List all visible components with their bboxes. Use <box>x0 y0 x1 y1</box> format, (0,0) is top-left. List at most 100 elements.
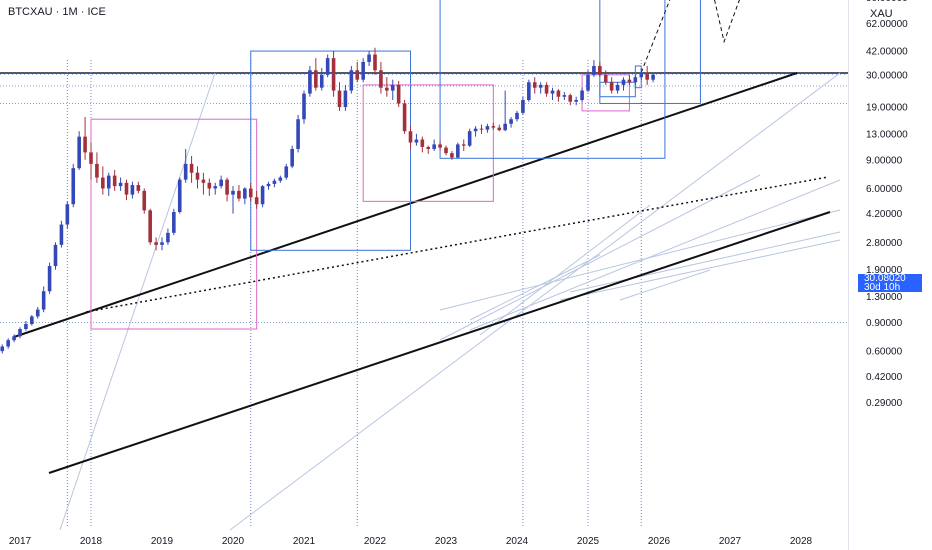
candle-body <box>35 309 40 317</box>
candle-body <box>491 126 496 128</box>
candle-body <box>24 324 28 330</box>
candle-body <box>18 329 22 337</box>
fan-line <box>619 269 711 301</box>
candle-body <box>574 100 578 102</box>
fan-line <box>439 174 761 341</box>
candle-body <box>59 224 64 245</box>
candle-body <box>89 152 93 164</box>
candle-body <box>390 84 395 91</box>
candle-body <box>290 148 294 167</box>
candle-body <box>420 139 425 147</box>
candle-body <box>95 163 99 178</box>
y-tick-label: 42.00000 <box>866 47 908 58</box>
x-tick-label: 2020 <box>222 536 245 547</box>
y-tick-label: 62.00000 <box>866 19 908 30</box>
candle-body <box>343 90 348 108</box>
candle-body <box>172 211 176 233</box>
fan-line <box>569 231 841 293</box>
candle-body <box>0 346 5 352</box>
candle-body <box>314 70 318 88</box>
candle-body <box>337 90 342 108</box>
midline-dotted <box>85 176 829 313</box>
candle-body <box>30 316 34 325</box>
box-blue <box>250 50 411 251</box>
candle-body <box>53 244 58 267</box>
candle-body <box>562 95 567 97</box>
candle-body <box>651 74 655 80</box>
candle-body <box>639 72 644 78</box>
x-tick-label: 2017 <box>9 536 32 547</box>
x-tick-label: 2023 <box>435 536 458 547</box>
candle-body <box>586 74 590 91</box>
candle-body <box>41 291 46 310</box>
candle-body <box>373 54 377 71</box>
chart-title: BTCXAU · 1M · ICE <box>8 6 106 18</box>
y-tick-label: 4.20000 <box>866 209 903 220</box>
candle-body <box>260 186 265 205</box>
candle-body <box>166 232 170 243</box>
candle-body <box>219 179 223 187</box>
fan-line <box>559 239 841 301</box>
bar-countdown: 30d 10h <box>864 282 901 293</box>
x-tick-label: 2028 <box>790 536 813 547</box>
candle-body <box>627 79 632 83</box>
candle-body <box>308 70 312 94</box>
candle-body <box>248 188 253 198</box>
y-tick-label: 30.00000 <box>866 70 908 81</box>
x-tick-label: 2022 <box>364 536 387 547</box>
candle-body <box>645 72 649 80</box>
candle-body <box>538 84 543 88</box>
x-tick-label: 2024 <box>506 536 529 547</box>
candle-body <box>284 166 289 178</box>
candle-body <box>207 182 212 189</box>
candle-body <box>444 147 448 154</box>
box-pink <box>90 118 258 330</box>
candle-body <box>580 90 584 101</box>
candle-body <box>77 136 81 169</box>
y-tick-label: 0.29000 <box>866 398 903 409</box>
candle-body <box>124 182 129 195</box>
candle-body <box>302 93 306 120</box>
y-tick-label: 1.90000 <box>866 265 903 276</box>
channel-upper-line <box>13 72 798 338</box>
candle-body <box>118 182 123 187</box>
candle-body <box>266 183 271 187</box>
candle-body <box>473 128 478 132</box>
candle-body <box>515 112 519 120</box>
candle-body <box>349 70 354 91</box>
x-tick-label: 2026 <box>648 536 671 547</box>
candle-body <box>106 175 111 189</box>
box-blue <box>439 0 666 159</box>
candle-body <box>319 74 324 88</box>
x-tick-label: 2021 <box>293 536 316 547</box>
candle-body <box>450 153 454 158</box>
channel-lower-line <box>48 211 831 474</box>
x-tick-label: 2025 <box>577 536 600 547</box>
candle-body <box>379 70 383 88</box>
candle-body <box>598 65 602 75</box>
candle-body <box>278 177 283 181</box>
candle-body <box>408 131 413 143</box>
candle-body <box>414 139 419 143</box>
candle-body <box>154 242 158 245</box>
candle-body <box>402 103 407 132</box>
candle-body <box>527 82 531 101</box>
candle-body <box>456 144 460 158</box>
candle-body <box>213 186 218 189</box>
fan-line <box>479 204 651 336</box>
candle-body <box>485 126 490 130</box>
y-tick-label: 13.00000 <box>866 129 908 140</box>
candle-body <box>568 95 573 102</box>
box-pink <box>362 84 494 202</box>
candle-body <box>621 79 626 85</box>
candle-body <box>509 119 513 124</box>
candle-body <box>296 119 300 149</box>
candle-body <box>438 144 442 148</box>
fan-line <box>469 254 601 321</box>
candle-body <box>243 188 247 199</box>
candle-body <box>461 144 466 146</box>
candle-body <box>83 136 87 153</box>
price-scale-unit: XAU <box>870 8 893 20</box>
candle-body <box>479 128 484 130</box>
